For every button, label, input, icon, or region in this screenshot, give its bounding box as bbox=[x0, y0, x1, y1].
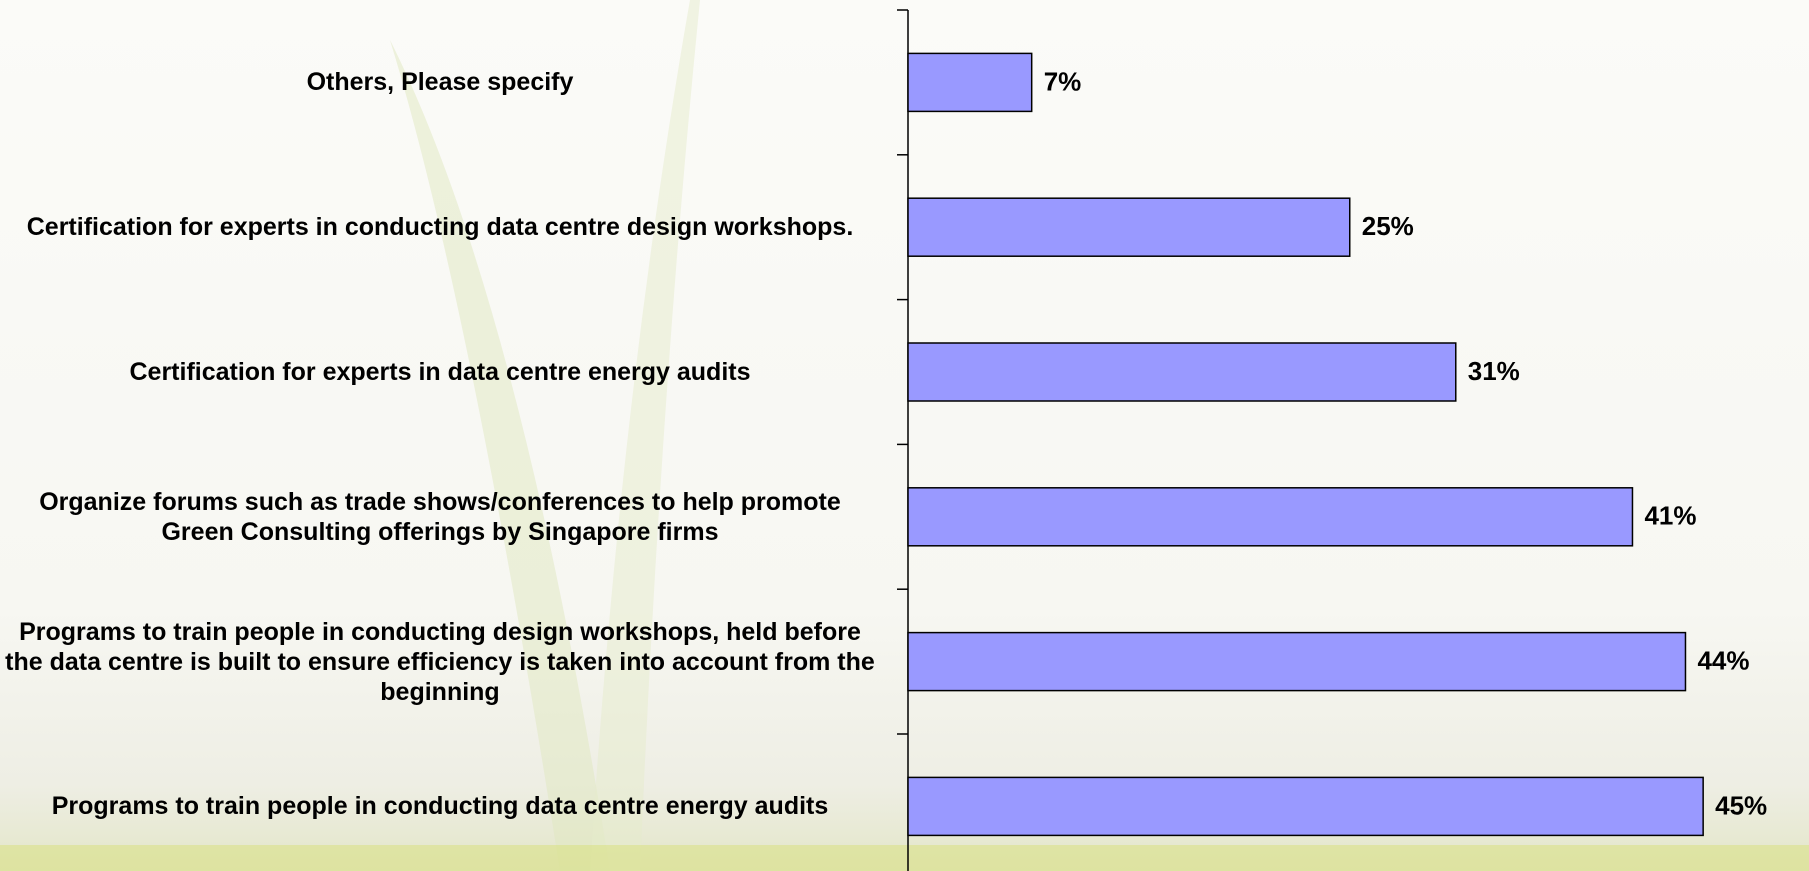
data-label: 25% bbox=[1362, 211, 1414, 241]
decor-leaf bbox=[390, 40, 610, 871]
bar bbox=[907, 52, 1033, 113]
data-label: 41% bbox=[1644, 501, 1696, 531]
decor-leaf bbox=[590, 0, 700, 871]
bar bbox=[907, 487, 1634, 547]
data-label: 31% bbox=[1468, 356, 1520, 386]
category-label: Others, Please specify bbox=[306, 68, 574, 97]
bar bbox=[907, 342, 1457, 402]
category-label: Certification for experts in conducting … bbox=[26, 213, 854, 242]
category-label: Programs to train people in conducting d… bbox=[5, 617, 875, 706]
category-label: Certification for experts in data centre… bbox=[129, 358, 751, 386]
bar bbox=[907, 631, 1687, 692]
bar bbox=[907, 776, 1704, 837]
data-label: 45% bbox=[1715, 790, 1767, 820]
decor-grass bbox=[0, 845, 1809, 871]
category-label: Organize forums such as trade shows/conf… bbox=[39, 487, 841, 546]
data-label: 44% bbox=[1697, 645, 1749, 675]
category-label: Programs to train people in conducting d… bbox=[51, 792, 829, 821]
data-label: 7% bbox=[1044, 66, 1082, 96]
bar bbox=[907, 197, 1351, 257]
